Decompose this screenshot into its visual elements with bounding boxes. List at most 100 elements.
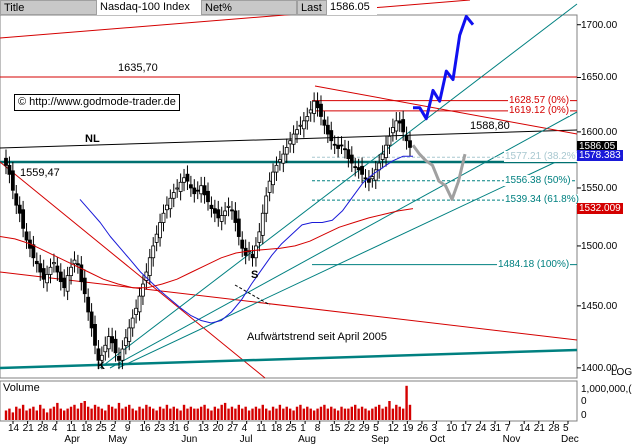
volume-bar <box>401 408 405 420</box>
candle-body <box>305 116 310 122</box>
candle-body <box>89 311 94 329</box>
lower-red-trendline <box>0 271 578 341</box>
candle-body <box>175 187 180 190</box>
candle-body <box>55 265 60 273</box>
candle-body <box>291 133 296 145</box>
candle-body <box>41 268 46 280</box>
volume-bar <box>244 406 247 420</box>
x-tick-label: 14 <box>519 423 531 434</box>
forecast-blue-path <box>413 14 475 121</box>
candle-body <box>171 192 176 199</box>
volume-bar <box>206 408 210 420</box>
x-tick-label: 23 <box>154 423 166 434</box>
volume-bar <box>384 406 388 420</box>
candle-body <box>199 185 204 195</box>
mode-cell[interactable]: Net% <box>201 0 297 15</box>
candle-body <box>236 218 241 237</box>
x-tick-label: 29 <box>358 423 370 434</box>
last-price-tag: 1586.05 <box>577 141 618 153</box>
copyright-box[interactable]: © http://www.godmode-trader.de <box>14 94 180 111</box>
candle-body <box>267 180 272 193</box>
candle-body <box>21 209 26 229</box>
y-tick-label: 1700.00 <box>581 19 618 31</box>
candle-body <box>10 170 15 191</box>
fib-level-0b: 1619.12 (0%) <box>508 104 571 116</box>
candle-body <box>158 222 162 239</box>
candle-body <box>96 348 101 361</box>
x-tick-label: 20 <box>212 423 224 434</box>
sma-red-line <box>0 208 414 289</box>
volume-bar <box>196 408 199 420</box>
candle-body <box>202 185 207 196</box>
fib-level-0a: 1628.57 (0%) <box>508 94 571 106</box>
volume-bar <box>295 406 299 420</box>
label-s: S <box>251 269 259 281</box>
candle-body <box>72 259 77 265</box>
candle-body <box>161 212 166 223</box>
candle-body <box>168 197 173 210</box>
candle-body <box>281 153 286 164</box>
volume-bar <box>11 412 15 420</box>
x-tick-label: 4 <box>241 423 248 434</box>
x-month-label: Oct <box>429 434 446 445</box>
volume-bar <box>306 406 309 420</box>
candle-body <box>343 148 347 151</box>
neckline <box>0 129 578 149</box>
candle-body <box>48 266 53 275</box>
candle-body <box>384 144 388 159</box>
candle-body <box>127 327 132 342</box>
fib-level-50: 1556.38 (50%) <box>504 174 572 186</box>
volume-bar <box>381 408 384 420</box>
volume-bar <box>69 406 73 420</box>
volume-bar <box>63 410 66 420</box>
volume-bar <box>134 410 138 420</box>
x-month-label: Dec <box>561 434 579 445</box>
sma-blue-tag: 1578.383 <box>577 149 623 161</box>
candle-body <box>65 275 70 292</box>
candle-body <box>346 149 351 159</box>
candle-body <box>58 271 63 283</box>
trend-pointer-line <box>234 284 271 306</box>
volume-bar <box>90 408 93 420</box>
candle-body <box>106 336 111 350</box>
volume-bar <box>86 406 90 420</box>
candle-body <box>370 176 375 180</box>
volume-bar <box>350 406 353 420</box>
x-month-label: Nov <box>502 434 521 445</box>
volume-bar <box>210 410 213 420</box>
candle-body <box>4 157 8 166</box>
volume-bar <box>261 404 264 420</box>
x-tick-label: 4 <box>51 423 58 434</box>
candle-body <box>274 164 279 173</box>
y-tick-label: 1500.00 <box>581 240 618 252</box>
volume-bar <box>364 408 367 420</box>
volume-bar <box>330 406 333 420</box>
candle-body <box>31 244 36 259</box>
candle-body <box>38 263 43 273</box>
volume-bar <box>268 410 271 420</box>
x-tick-label: 28 <box>37 423 49 434</box>
volume-bar <box>138 406 141 420</box>
volume-bar <box>213 406 217 420</box>
volume-bar <box>282 408 285 420</box>
price-plot-frame <box>0 14 578 379</box>
log-label[interactable]: LOG <box>611 367 632 378</box>
volume-bar <box>45 412 49 420</box>
candle-body <box>332 143 337 146</box>
volume-bar <box>275 408 278 420</box>
y-tick-label: 1600.00 <box>581 126 618 138</box>
label-k: K <box>97 360 105 372</box>
title-cell[interactable]: Title <box>0 0 97 15</box>
last-label: Last <box>297 0 327 15</box>
volume-bar <box>398 406 401 420</box>
candle-body <box>308 109 313 114</box>
x-tick-label: 19 <box>402 423 414 434</box>
candle-body <box>130 317 135 329</box>
volume-bar <box>114 408 117 420</box>
volume-bar <box>25 410 28 420</box>
x-month-label: Jun <box>181 434 198 445</box>
x-tick-label: 21 <box>533 423 545 434</box>
volume-bar <box>367 410 371 420</box>
candle-body <box>230 209 234 212</box>
